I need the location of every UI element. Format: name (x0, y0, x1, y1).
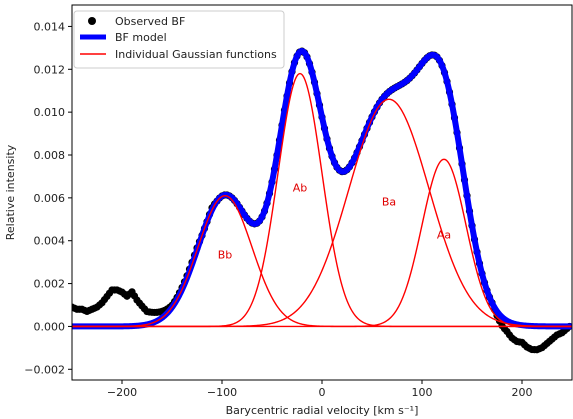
y-tick-label: 0.000 (34, 320, 66, 333)
y-tick-label: 0.012 (34, 63, 66, 76)
y-tick-label: 0.006 (34, 192, 66, 205)
component-label-bb: Bb (218, 249, 233, 262)
y-tick-label: 0.014 (34, 20, 66, 33)
gaussian-curve-aa (72, 158, 572, 328)
x-tick-label: −200 (107, 386, 137, 399)
legend-label-model: BF model (115, 31, 167, 44)
legend: Observed BF BF model Individual Gaussian… (73, 10, 285, 69)
component-label-aa: Aa (437, 229, 451, 242)
x-tick-label: −100 (207, 386, 237, 399)
component-label-ab: Ab (293, 181, 308, 194)
y-tick-label: 0.008 (34, 149, 66, 162)
legend-box (73, 10, 285, 69)
component-label-ba: Ba (382, 196, 396, 209)
legend-marker-observed (88, 17, 96, 25)
x-axis-title: Barycentric radial velocity [km s⁻¹] (226, 404, 419, 417)
axes: −200 −100 0 100 200 −0.002 0.000 0.002 0.004 0.00… (24, 4, 573, 399)
legend-label-gaussians: Individual Gaussian functions (115, 48, 277, 61)
legend-label-observed: Observed BF (115, 15, 185, 28)
x-tick-label: 200 (512, 386, 533, 399)
x-tick-label: 0 (319, 386, 326, 399)
x-tick-label: 100 (412, 386, 433, 399)
y-tick-label: −0.002 (24, 363, 65, 376)
y-tick-label: 0.004 (34, 235, 66, 248)
plot-area: Bb Ab Ba Aa (72, 47, 572, 354)
y-tick-label: 0.002 (34, 278, 66, 291)
y-tick-label: 0.010 (34, 106, 66, 119)
y-axis-title: Relative intensity (4, 144, 17, 240)
